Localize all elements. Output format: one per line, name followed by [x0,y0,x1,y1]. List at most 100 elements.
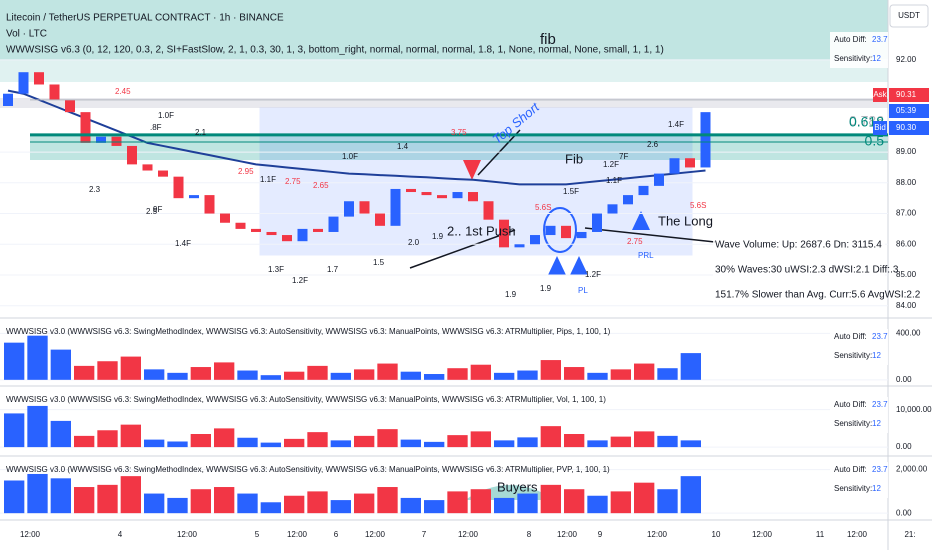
indicator-bar [424,374,445,380]
indicator-bar [680,476,701,514]
indicator-bar [167,372,188,380]
indicator-bar [564,489,585,514]
indicator-bar [120,356,141,380]
indicator-bar [494,497,515,514]
time-label: 10 [712,530,721,539]
candle [3,93,13,106]
annotation: 5.6S [690,201,706,210]
stats-label: Auto Diff: [834,465,867,474]
candle [34,72,44,85]
annotation: PL [578,286,588,295]
indicator-bar [214,487,235,514]
volume-label: Vol · LTC [6,29,47,40]
candle [65,99,75,113]
y-tick-label: 84.00 [896,301,917,310]
indicator-bar [470,489,491,514]
indicator-bar [354,369,375,380]
stats-label: Sensitivity: [834,54,872,63]
indicator-bar [74,435,95,448]
annotation: 1.4F [668,120,684,129]
indicator-bar [4,480,25,514]
y-tick-label: 0.00 [896,442,912,451]
indicator-bar [587,495,608,514]
indicator-bar [564,434,585,448]
stats-box [830,397,888,433]
y-tick-label: 89.00 [896,147,917,156]
annotation: 2.1 [195,128,207,137]
currency[interactable]: USDT [898,11,920,20]
time-label: 12:00 [365,530,386,539]
time-label: 12:00 [647,530,668,539]
indicator-bar [260,442,281,448]
indicator-bar [307,432,328,448]
indicator-bar [214,428,235,448]
fib-zone-gray [0,98,888,108]
candle [669,158,680,174]
annotation: 1.3F [268,265,284,274]
fib-zone-top [0,0,888,60]
annotation: 2.5 [146,207,158,216]
candle [313,228,323,232]
annotation: 1.5 [373,258,385,267]
candle [127,145,137,165]
indicator-bar [657,368,678,380]
indicator-bar [610,436,631,448]
y-tick-label: 85.00 [896,270,917,279]
price-tag-label: Ask [873,90,887,99]
fib-title: fib [540,31,556,48]
fib-label: 0.5 [865,133,885,149]
candle [235,222,246,229]
annotation: 9F [153,205,162,214]
indicator-bar [517,493,538,514]
annotation: 1.4 [397,142,409,151]
indicator-bar [377,487,398,514]
stats-value: 23.7 [872,35,888,44]
countdown: 05:39 [896,106,917,115]
indicator-bar [330,440,351,448]
time-label: 12:00 [557,530,578,539]
y-tick-label: 400.00 [896,328,921,337]
y-tick-label: 87.00 [896,209,917,218]
candle [80,112,91,143]
indicator-bar [564,367,585,380]
indicator-bar [610,491,631,514]
candle [297,228,308,242]
time-label: 12:00 [287,530,308,539]
indicator-bar [120,424,141,448]
currency-button[interactable] [889,4,929,28]
candle [623,195,633,205]
indicator-bar [447,368,468,380]
indicator-bar [377,363,398,380]
indicator-bar [494,372,515,380]
candle [375,213,385,226]
indicator-bar [27,473,48,514]
stats-label: Auto Diff: [834,35,867,44]
annotation: Wave Volume: Up: 2687.6 Dn: 3115.4 [715,240,882,251]
y-tick-label: 2,000.00 [896,465,928,474]
indicator-bar [400,497,421,514]
info-bg [713,237,885,253]
stats-label: Sensitivity: [834,351,872,360]
indicator-bar [237,437,258,448]
long-marker [632,211,650,230]
annotation: 30% Waves:30 uWSI:2.3 dWSI:2.1 Diff:.3 [715,265,899,276]
indicator-bar [587,372,608,380]
annotation: 2.6 [647,140,659,149]
indicator-bar [540,484,561,514]
annotation: 3.75 [451,128,467,137]
info-bg [713,262,885,278]
candle [49,84,60,100]
annotation: Buyers [497,479,538,494]
indicator-bar [634,482,655,514]
indicator-bar [307,491,328,514]
candle [111,136,122,146]
indicator-bar [120,476,141,514]
stats-label: Auto Diff: [834,400,867,409]
annotation: 1.2F [585,270,601,279]
candle [328,216,339,232]
indicator-bar [634,363,655,380]
stats-value: 12 [872,351,881,360]
candle [96,136,106,143]
indicator-title: WWWSISG v3.0 (WWWSISG v6.3: SwingMethodI… [6,395,606,404]
